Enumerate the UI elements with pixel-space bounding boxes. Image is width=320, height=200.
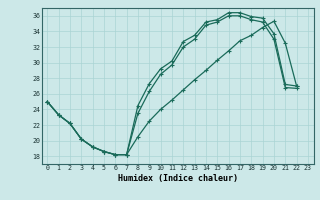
X-axis label: Humidex (Indice chaleur): Humidex (Indice chaleur): [118, 174, 237, 183]
